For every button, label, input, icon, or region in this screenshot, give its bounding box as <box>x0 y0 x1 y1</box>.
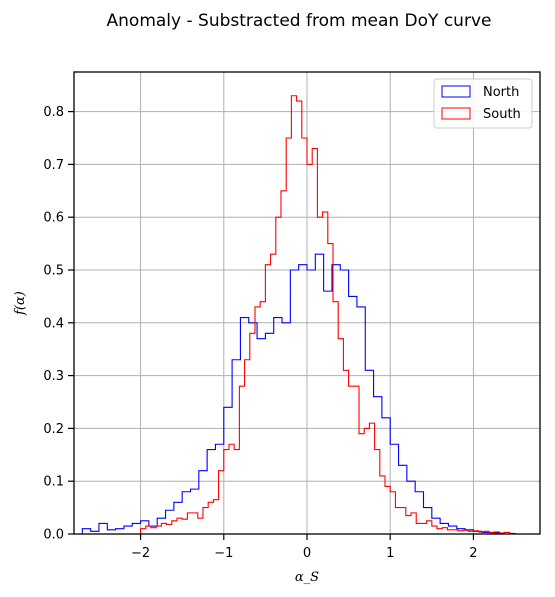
legend-box <box>433 78 533 129</box>
legend-swatch-south <box>441 107 471 120</box>
x-tick-label-1: −1 <box>214 546 233 561</box>
y-tick-label-4: 0.4 <box>43 316 64 331</box>
y-tick-label-2: 0.2 <box>43 422 64 437</box>
y-tick-label-1: 0.1 <box>43 475 64 490</box>
y-tick-label-8: 0.8 <box>43 105 64 120</box>
axis-ticks: −2 −1 0 1 2 0.0 0.1 0.2 0.3 0.4 0.5 0.6 0.7 0.8 <box>43 105 477 561</box>
histogram-series-south <box>140 95 516 535</box>
histogram-series-north <box>81 253 499 534</box>
y-tick-label-3: 0.3 <box>43 369 64 384</box>
chart-title: Anomaly - Substracted from mean DoY curv… <box>107 11 492 31</box>
series-layer <box>81 95 516 535</box>
x-tick-label-4: 2 <box>469 546 477 561</box>
x-tick-label-3: 1 <box>386 546 394 561</box>
x-tick-label-0: −2 <box>131 546 150 561</box>
x-tick-label-2: 0 <box>303 546 311 561</box>
y-tick-label-7: 0.7 <box>43 158 64 173</box>
x-axis-label: α_S <box>295 570 319 585</box>
legend-label-south: South <box>483 107 521 122</box>
legend-swatch-north <box>441 85 471 98</box>
y-tick-label-5: 0.5 <box>43 264 64 279</box>
y-axis-label: f(α) <box>13 291 28 316</box>
y-tick-label-6: 0.6 <box>43 211 64 226</box>
y-tick-label-0: 0.0 <box>43 528 64 543</box>
legend-label-north: North <box>483 85 519 100</box>
legend: North South <box>433 78 533 129</box>
